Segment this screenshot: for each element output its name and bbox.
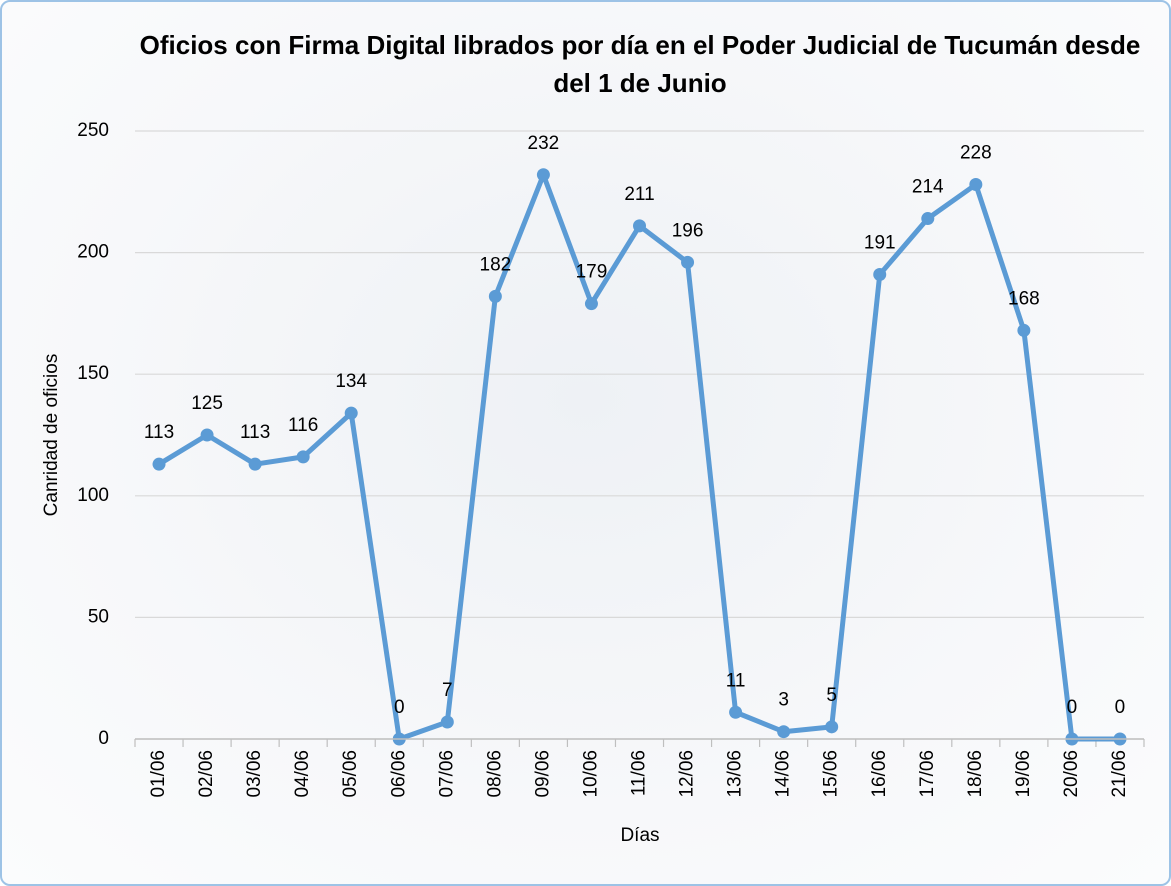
point	[969, 178, 983, 192]
point	[777, 725, 791, 739]
point	[921, 212, 935, 226]
point	[825, 720, 839, 734]
point	[873, 267, 887, 281]
x-tick-label: 11/06	[629, 750, 650, 796]
x-tick-label: 07/06	[436, 750, 457, 798]
x-tick-label: 15/06	[821, 750, 842, 798]
data-label: 125	[191, 393, 223, 414]
data-label: 113	[240, 422, 270, 443]
x-tick-label: 06/06	[388, 750, 409, 798]
point	[200, 428, 214, 442]
x-tick-label: 08/06	[484, 750, 505, 798]
point	[536, 168, 550, 182]
x-tick-label: 01/06	[148, 750, 169, 798]
x-tick-label: 12/06	[677, 750, 698, 798]
x-tick-label: 10/06	[580, 750, 601, 798]
point	[729, 705, 743, 719]
y-tick-label: 150	[77, 363, 109, 384]
data-label: 11	[726, 670, 746, 691]
x-tick-label: 18/06	[965, 750, 986, 798]
y-axis-label: Canridad de oficios	[41, 354, 62, 517]
data-label: 5	[826, 685, 837, 706]
data-label: 113	[144, 422, 174, 443]
x-tick-label: 14/06	[773, 750, 794, 798]
data-label: 7	[442, 680, 453, 701]
data-label: 134	[335, 371, 367, 392]
point	[584, 297, 598, 311]
point	[1017, 323, 1031, 337]
y-tick-label: 50	[88, 606, 109, 627]
data-label: 0	[1067, 697, 1078, 718]
x-tick-label: 05/06	[340, 750, 361, 798]
point	[681, 255, 695, 269]
y-tick-label: 200	[77, 242, 109, 263]
x-tick-label: 09/06	[532, 750, 553, 798]
data-label: 0	[394, 697, 405, 718]
data-label: 211	[624, 184, 654, 205]
x-axis-label: Días	[620, 825, 659, 846]
x-tick-label: 20/06	[1061, 750, 1082, 798]
chart-title: Oficios con Firma Digital librados por d…	[139, 30, 1141, 98]
point	[248, 457, 262, 471]
y-tick-label: 250	[77, 120, 109, 141]
x-tick-label: 21/06	[1109, 750, 1130, 798]
data-label: 191	[864, 233, 896, 254]
data-label: 214	[912, 177, 944, 198]
data-label: 182	[480, 254, 512, 275]
x-tick-label: 16/06	[869, 750, 890, 798]
data-label: 196	[672, 220, 704, 241]
x-tick-label: 17/06	[917, 750, 938, 798]
data-label: 168	[1008, 288, 1040, 309]
point	[344, 406, 358, 420]
point	[440, 715, 454, 729]
x-tick-label: 04/06	[292, 750, 313, 798]
data-label: 3	[778, 690, 789, 711]
x-tick-label: 03/06	[244, 750, 265, 798]
point	[152, 457, 166, 471]
y-tick-label: 0	[98, 728, 109, 749]
point	[488, 289, 502, 303]
x-tick-label: 02/06	[196, 750, 217, 798]
data-label: 116	[288, 415, 318, 436]
data-label: 0	[1115, 697, 1126, 718]
data-label: 179	[576, 262, 608, 283]
x-tick-label: 13/06	[725, 750, 746, 798]
data-label: 232	[528, 133, 560, 154]
point	[633, 219, 646, 233]
x-tick-label: 19/06	[1013, 750, 1034, 798]
y-tick-label: 100	[77, 485, 109, 506]
point	[296, 450, 310, 464]
data-label: 228	[960, 143, 992, 164]
